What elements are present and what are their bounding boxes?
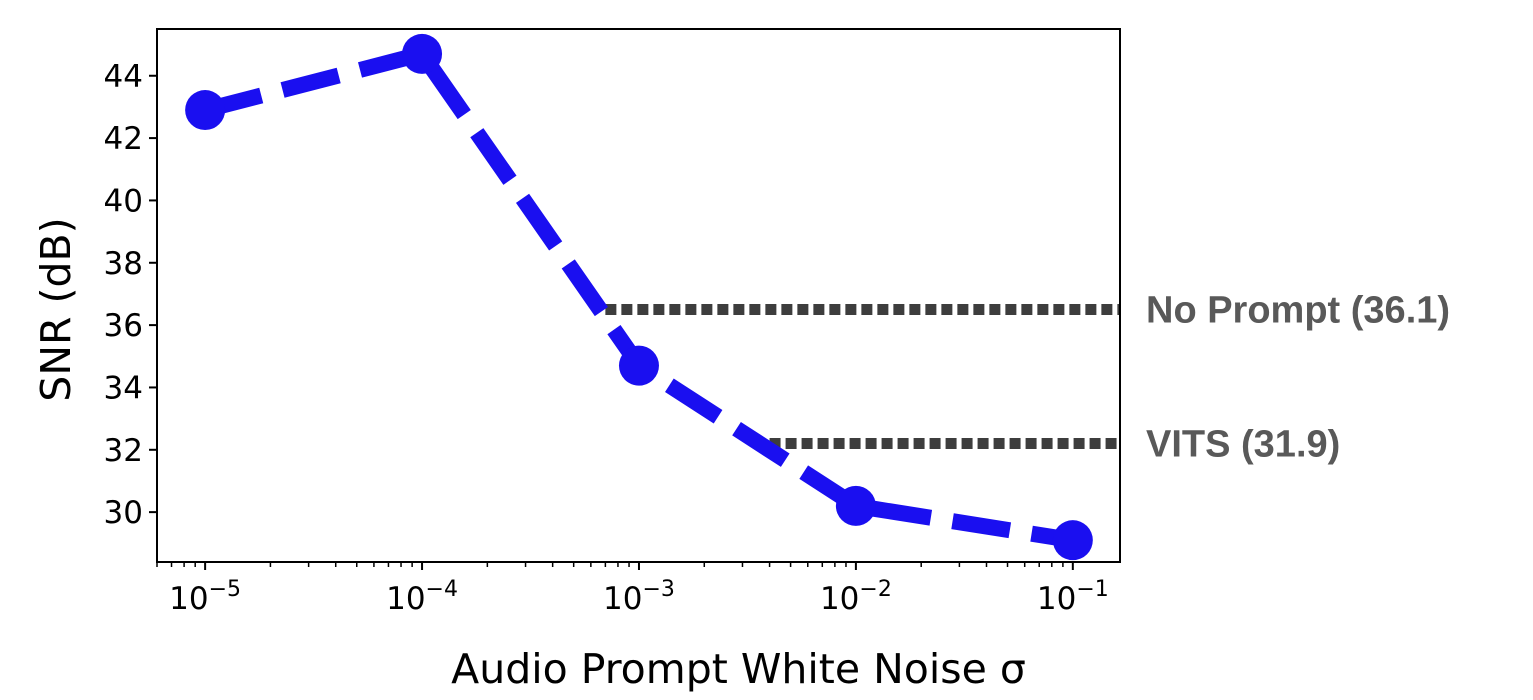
y-tick-label: 36 xyxy=(104,308,143,344)
x-tick-label: 10−1 xyxy=(1037,577,1109,617)
y-axis-title: SNR (dB) xyxy=(32,217,80,401)
x-tick-label: 10−5 xyxy=(169,577,241,617)
series-line xyxy=(203,45,1075,549)
y-tick-label: 30 xyxy=(104,495,143,531)
y-tick-label: 38 xyxy=(104,246,143,282)
x-axis: 10−5 10−4 10−3 10−2 10−1 xyxy=(156,562,1109,617)
data-point xyxy=(618,345,659,386)
plot-frame xyxy=(156,28,1121,563)
reference-label: VITS (31.9) xyxy=(1146,424,1340,466)
series-layer xyxy=(185,33,1093,561)
y-tick-label: 32 xyxy=(104,433,143,469)
y-tick-label: 40 xyxy=(104,183,143,219)
y-axis: 30 32 34 36 38 40 42 44 xyxy=(104,59,157,531)
x-tick-label: 10−2 xyxy=(820,577,892,617)
data-point xyxy=(402,33,443,74)
y-tick-label: 44 xyxy=(104,59,143,95)
reference-labels: No Prompt (36.1) VITS (31.9) xyxy=(1146,290,1450,466)
x-tick-label: 10−4 xyxy=(386,577,458,617)
x-axis-title: Audio Prompt White Noise σ xyxy=(451,645,1026,693)
data-point xyxy=(185,90,226,131)
y-tick-label: 34 xyxy=(104,370,143,406)
data-point xyxy=(835,485,876,526)
y-tick-label: 42 xyxy=(104,121,143,157)
x-tick-label: 10−3 xyxy=(603,577,675,617)
reference-lines-layer xyxy=(605,304,1119,450)
reference-label: No Prompt (36.1) xyxy=(1146,290,1450,332)
data-point xyxy=(1052,520,1093,561)
